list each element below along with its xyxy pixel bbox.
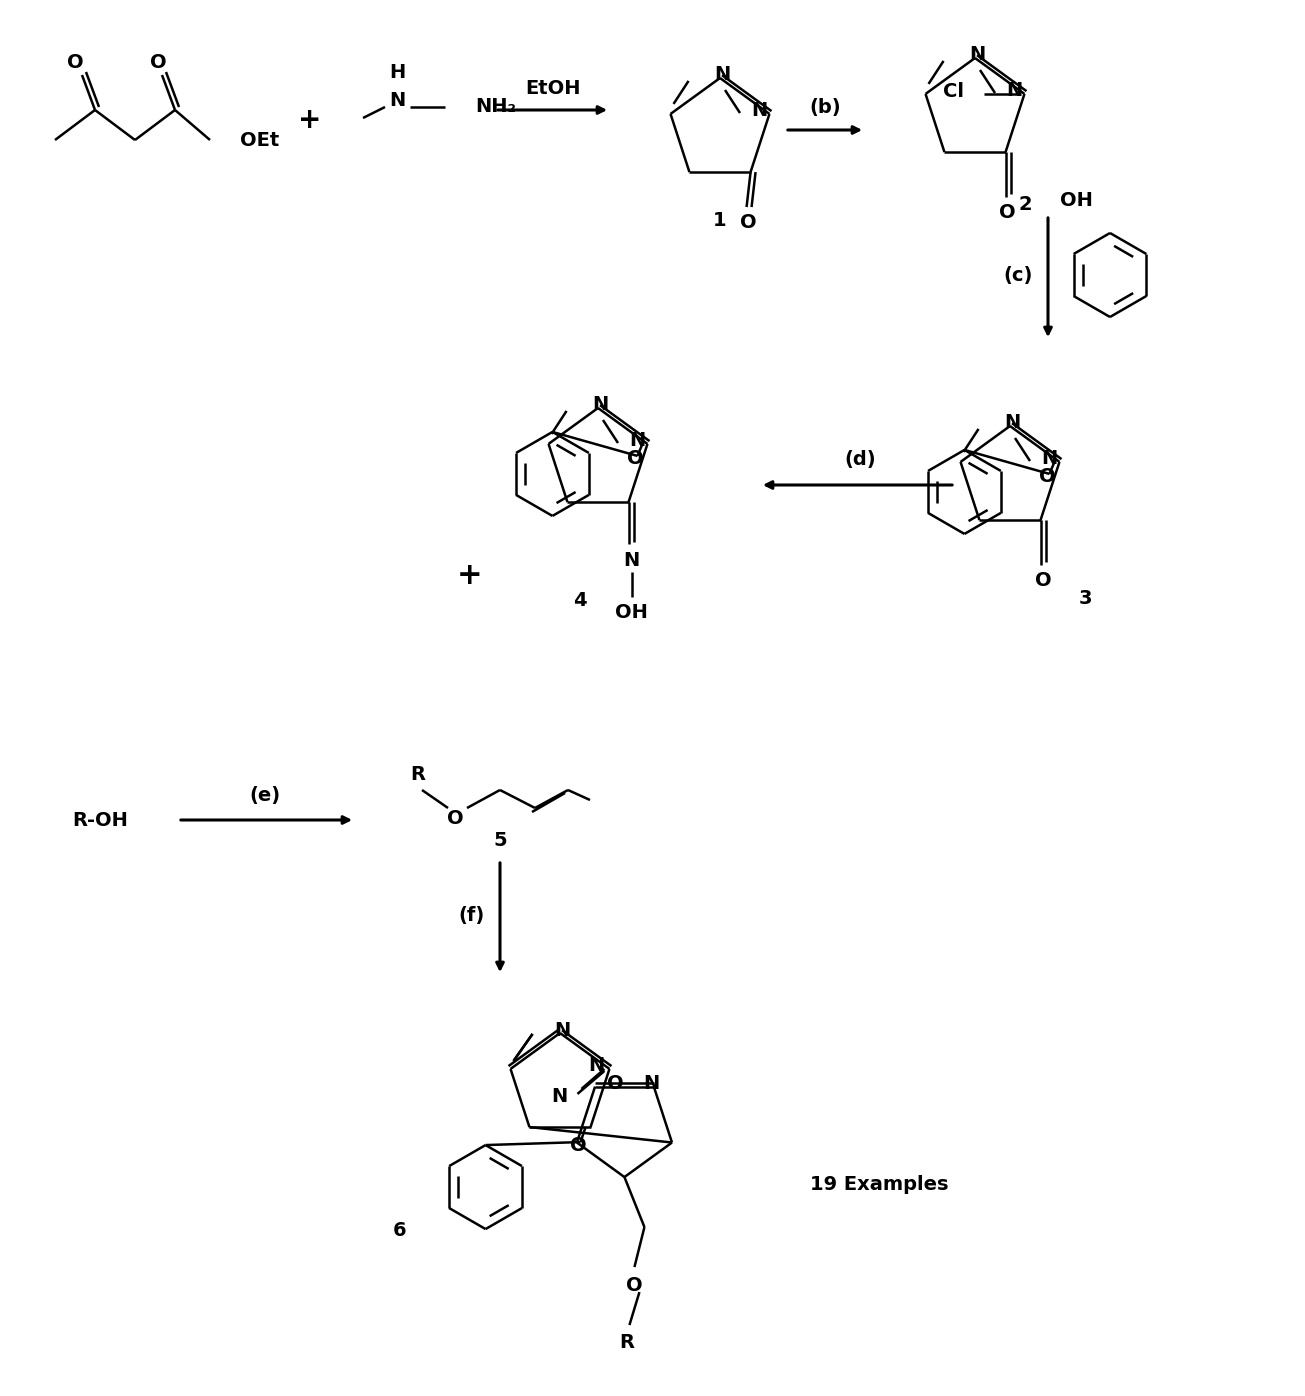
Text: R-OH: R-OH bbox=[72, 811, 128, 829]
Text: 19 Examples: 19 Examples bbox=[810, 1175, 949, 1195]
Text: (c): (c) bbox=[1004, 265, 1032, 285]
Text: NH₂: NH₂ bbox=[475, 98, 515, 116]
Text: (b): (b) bbox=[809, 99, 840, 117]
Text: O: O bbox=[740, 212, 757, 232]
Text: (d): (d) bbox=[844, 451, 876, 469]
Text: EtOH: EtOH bbox=[525, 78, 581, 98]
Text: Cl: Cl bbox=[944, 82, 964, 102]
Text: O: O bbox=[607, 1074, 624, 1093]
Text: O: O bbox=[1039, 468, 1056, 486]
Text: O: O bbox=[570, 1135, 587, 1154]
Text: N: N bbox=[592, 395, 608, 415]
Text: N: N bbox=[643, 1074, 660, 1093]
Text: OH: OH bbox=[615, 603, 649, 621]
Text: N: N bbox=[968, 46, 985, 64]
Text: R: R bbox=[410, 765, 425, 785]
Text: N: N bbox=[389, 91, 405, 109]
Text: O: O bbox=[1000, 202, 1015, 222]
Text: O: O bbox=[446, 808, 463, 828]
Text: 5: 5 bbox=[493, 831, 506, 850]
Text: R: R bbox=[619, 1333, 634, 1351]
Text: 2: 2 bbox=[1018, 195, 1032, 215]
Text: OH: OH bbox=[1060, 190, 1092, 209]
Text: N: N bbox=[1006, 81, 1023, 101]
Text: 1: 1 bbox=[714, 211, 727, 229]
Text: O: O bbox=[628, 450, 643, 469]
Text: O: O bbox=[1035, 571, 1052, 589]
Text: O: O bbox=[150, 53, 166, 73]
Text: N: N bbox=[714, 66, 729, 85]
Text: OEt: OEt bbox=[240, 130, 279, 149]
Text: 3: 3 bbox=[1078, 589, 1092, 607]
Text: N: N bbox=[629, 431, 646, 451]
Text: N: N bbox=[589, 1057, 604, 1075]
Text: +: + bbox=[299, 106, 322, 134]
Text: N: N bbox=[624, 550, 639, 570]
Text: N: N bbox=[553, 1020, 570, 1040]
Text: N: N bbox=[551, 1087, 568, 1107]
Text: O: O bbox=[626, 1276, 643, 1294]
Text: O: O bbox=[67, 53, 84, 73]
Text: +: + bbox=[457, 561, 483, 589]
Text: N: N bbox=[752, 102, 767, 120]
Text: 4: 4 bbox=[573, 591, 587, 610]
Text: N: N bbox=[1041, 450, 1057, 469]
Text: H: H bbox=[389, 63, 405, 81]
Text: (f): (f) bbox=[459, 906, 485, 926]
Text: (e): (e) bbox=[249, 786, 281, 804]
Text: 6: 6 bbox=[393, 1220, 407, 1240]
Text: N: N bbox=[1004, 413, 1021, 433]
